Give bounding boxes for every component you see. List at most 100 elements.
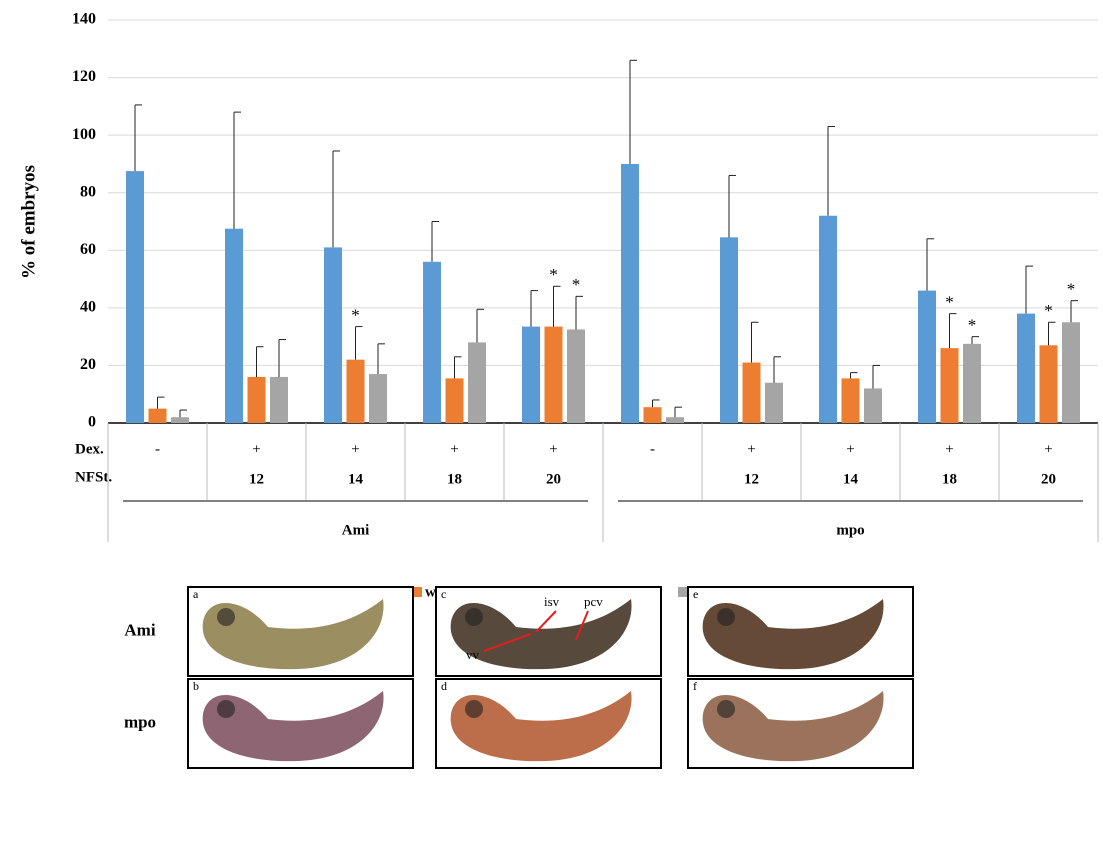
error-bar — [774, 357, 781, 383]
bar — [864, 388, 882, 423]
row-label: mpo — [124, 712, 156, 731]
bar — [324, 247, 342, 423]
bar — [1062, 322, 1080, 423]
group-label: mpo — [836, 522, 864, 538]
bar — [545, 327, 563, 423]
bar — [522, 327, 540, 423]
significance-mark: * — [549, 265, 558, 284]
dex-label: + — [351, 441, 359, 457]
bar — [347, 360, 365, 423]
figure: % of embryos 020406080100120140-+12*+14+… — [0, 0, 1103, 847]
error-bar — [729, 175, 736, 237]
dex-label: + — [1044, 441, 1052, 457]
dex-label: - — [650, 441, 655, 457]
error-bar — [927, 239, 934, 291]
bar — [720, 237, 738, 423]
error-bar — [455, 357, 462, 379]
nfst-label: 20 — [1041, 471, 1056, 487]
error-bar — [576, 296, 583, 329]
error-bar — [356, 327, 363, 360]
nfst-label: 14 — [348, 471, 364, 487]
dex-label: + — [747, 441, 755, 457]
error-bar — [1026, 266, 1033, 313]
error-bar — [279, 340, 286, 377]
annotation: pcv — [584, 594, 603, 609]
bar — [963, 344, 981, 423]
error-bar — [234, 112, 241, 229]
embryo-eye — [717, 700, 735, 718]
bar — [666, 417, 684, 423]
legend-swatch — [678, 587, 688, 597]
significance-mark: * — [968, 316, 977, 335]
significance-mark: * — [351, 305, 360, 324]
embryo-eye — [217, 700, 235, 718]
error-bar — [1071, 301, 1078, 323]
significance-mark: * — [572, 275, 581, 294]
error-bar — [752, 322, 759, 362]
bar — [248, 377, 266, 423]
panel-letter: b — [193, 679, 199, 693]
error-bar — [873, 365, 880, 388]
significance-mark: * — [1067, 280, 1076, 299]
nfst-label: 12 — [249, 471, 264, 487]
y-tick-label: 120 — [72, 68, 96, 85]
bar — [446, 378, 464, 423]
error-bar — [1049, 322, 1056, 345]
significance-mark: * — [945, 293, 954, 312]
embryo-eye — [465, 700, 483, 718]
error-bar — [950, 314, 957, 349]
error-bar — [531, 291, 538, 327]
error-bar — [158, 397, 165, 409]
nfst-label: 14 — [843, 471, 859, 487]
bar — [743, 363, 761, 423]
row-label: Dex. — [75, 441, 104, 457]
dex-label: + — [252, 441, 260, 457]
bar — [765, 383, 783, 423]
nfst-label: 20 — [546, 471, 561, 487]
y-tick-label: 100 — [72, 126, 96, 143]
error-bar — [851, 373, 858, 379]
error-bar — [477, 309, 484, 342]
error-bar — [653, 400, 660, 407]
bar — [1017, 314, 1035, 423]
dex-label: + — [450, 441, 458, 457]
error-bar — [630, 60, 637, 164]
dex-label: + — [549, 441, 557, 457]
bar — [270, 377, 288, 423]
y-tick-label: 0 — [88, 414, 96, 431]
y-tick-label: 60 — [80, 241, 96, 258]
group-label: Ami — [342, 522, 370, 538]
error-bar — [554, 286, 561, 326]
error-bar — [135, 105, 142, 171]
error-bar — [432, 222, 439, 262]
row-label: Ami — [124, 620, 155, 639]
y-tick-label: 40 — [80, 299, 96, 316]
bar — [369, 374, 387, 423]
bar — [918, 291, 936, 423]
bar — [819, 216, 837, 423]
y-tick-label: 20 — [80, 356, 96, 373]
bar — [126, 171, 144, 423]
row-label: NFSt. — [75, 469, 112, 485]
nfst-label: 12 — [744, 471, 759, 487]
error-bar — [972, 337, 979, 344]
nfst-label: 18 — [942, 471, 957, 487]
error-bar — [828, 127, 835, 216]
bar — [1040, 345, 1058, 423]
y-tick-label: 80 — [80, 183, 96, 200]
nfst-label: 18 — [447, 471, 462, 487]
bar — [149, 409, 167, 423]
panel-letter: d — [441, 679, 447, 693]
bar — [842, 378, 860, 423]
panel-letter: c — [441, 587, 446, 601]
embryo-eye — [717, 608, 735, 626]
embryo-eye — [217, 608, 235, 626]
bar — [423, 262, 441, 423]
bar — [468, 342, 486, 423]
dex-label: - — [155, 441, 160, 457]
error-bar — [180, 410, 187, 417]
bar — [225, 229, 243, 423]
embryo-eye — [465, 608, 483, 626]
bar — [621, 164, 639, 423]
y-axis-label: % of embryos — [18, 165, 39, 279]
